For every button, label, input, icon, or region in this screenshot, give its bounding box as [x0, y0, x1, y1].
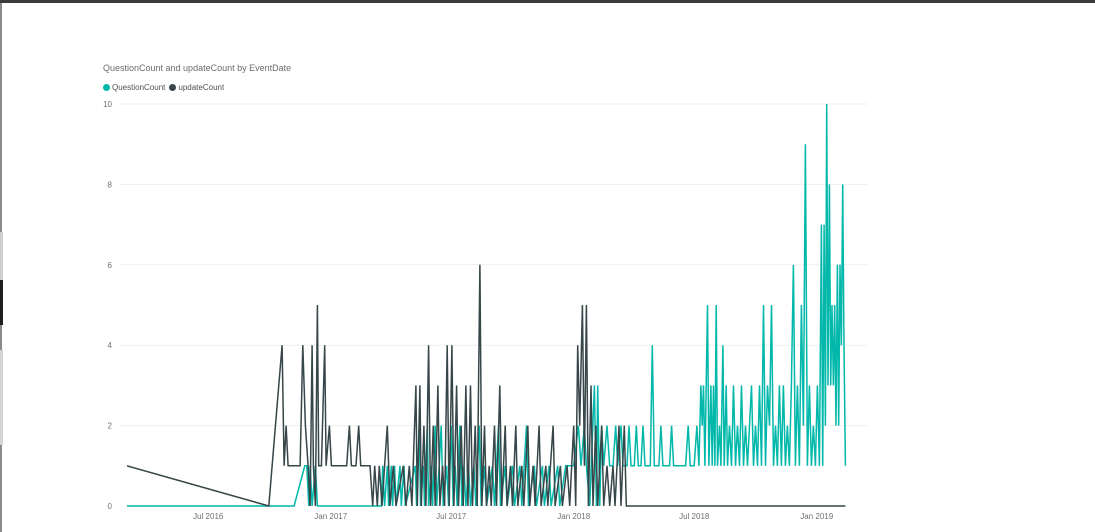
side-strip	[0, 232, 3, 280]
x-tick-label: Jul 2017	[436, 512, 467, 521]
y-tick-label: 10	[103, 100, 112, 109]
side-strip	[0, 280, 3, 325]
y-tick-label: 2	[108, 422, 113, 431]
x-tick-label: Jul 2018	[679, 512, 710, 521]
legend-item-questioncount[interactable]: QuestionCount	[103, 83, 165, 92]
x-tick-label: Jul 2016	[193, 512, 224, 521]
side-strip	[0, 350, 3, 445]
chart-legend[interactable]: QuestionCount updateCount	[103, 83, 224, 92]
x-tick-label: Jan 2019	[800, 512, 833, 521]
legend-marker-updatecount	[169, 84, 177, 91]
y-tick-label: 4	[108, 341, 113, 350]
series-line-questioncount	[127, 103, 847, 507]
window-top-border	[0, 0, 1095, 3]
x-tick-label: Jan 2017	[314, 512, 347, 521]
legend-item-updatecount[interactable]: updateCount	[169, 83, 224, 92]
legend-marker-questioncount	[103, 84, 110, 91]
x-tick-label: Jan 2018	[557, 512, 590, 521]
legend-label-updatecount: updateCount	[178, 83, 225, 92]
chart-title: QuestionCount and updateCount by EventDa…	[103, 63, 292, 73]
y-tick-label: 8	[108, 180, 113, 189]
series-line-updatecount	[126, 264, 846, 507]
legend-label-questioncount: QuestionCount	[112, 83, 166, 92]
y-tick-label: 0	[108, 502, 113, 511]
y-tick-label: 6	[108, 261, 113, 270]
